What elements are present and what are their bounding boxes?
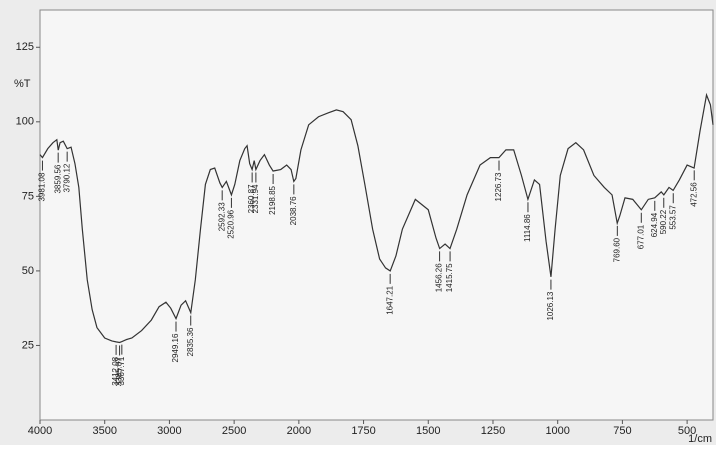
x-axis-label: 1/cm xyxy=(688,433,712,445)
peak-label: 2592.33 xyxy=(217,202,226,231)
peak-label: 472.56 xyxy=(689,182,698,207)
peak-label: 2038.76 xyxy=(289,196,298,225)
peak-label: 2198.85 xyxy=(268,185,277,214)
peak-label: 1114.86 xyxy=(523,214,532,242)
x-tick-label: 2000 xyxy=(287,425,311,437)
peak-label: 3859.56 xyxy=(53,164,62,193)
peak-label: 3385.07 xyxy=(115,357,124,386)
peak-label: 1026.13 xyxy=(546,291,555,320)
peak-label: 1647.21 xyxy=(385,285,394,314)
y-tick-label: 75 xyxy=(22,190,34,202)
y-tick-label: 50 xyxy=(22,265,34,277)
peak-label: 2331.94 xyxy=(251,184,260,213)
x-tick-label: 3000 xyxy=(157,425,181,437)
peak-label: 2949.16 xyxy=(171,333,180,362)
y-axis-label: %T xyxy=(14,78,31,90)
peak-label: 2520.96 xyxy=(227,209,236,238)
peak-label: 1415.75 xyxy=(445,263,454,292)
peak-label: 3367.71 xyxy=(117,356,126,385)
peak-label: 2835.36 xyxy=(186,327,195,356)
x-tick-label: 1250 xyxy=(481,425,505,437)
peak-label: 3412.08 xyxy=(111,356,120,385)
peak-label: 1226.73 xyxy=(494,172,503,201)
peak-label: 2360.87 xyxy=(247,184,256,213)
y-tick-label: 125 xyxy=(16,41,34,53)
peak-label: 590.22 xyxy=(659,209,668,234)
y-tick-label: 25 xyxy=(22,339,34,351)
peak-label: 553.57 xyxy=(668,205,677,230)
x-tick-label: 1000 xyxy=(545,425,569,437)
spectrum-line xyxy=(39,92,714,344)
peak-label: 769.60 xyxy=(612,237,621,262)
x-tick-label: 1500 xyxy=(416,425,440,437)
peak-label: 3981.08 xyxy=(38,172,47,201)
peak-label: 677.01 xyxy=(636,224,645,249)
peak-label: 3790.12 xyxy=(62,163,71,192)
x-tick-label: 1750 xyxy=(351,425,375,437)
plot-area xyxy=(39,9,714,421)
x-tick-label: 750 xyxy=(613,425,631,437)
peak-label: 624.94 xyxy=(650,212,659,237)
x-tick-label: 2500 xyxy=(222,425,246,437)
peak-label: 1456.26 xyxy=(435,263,444,292)
y-tick-label: 100 xyxy=(16,116,34,128)
x-tick-label: 4000 xyxy=(28,425,52,437)
x-tick-label: 500 xyxy=(678,425,696,437)
x-tick-label: 3500 xyxy=(92,425,116,437)
